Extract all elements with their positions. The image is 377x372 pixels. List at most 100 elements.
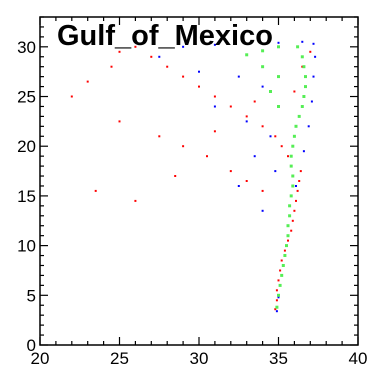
data-point-blue-10 — [301, 40, 304, 43]
data-point-red-37 — [261, 189, 264, 192]
x-tick-label: 40 — [349, 349, 368, 368]
data-point-blue-23 — [274, 170, 277, 173]
chart-title: Gulf_of_Mexico — [57, 20, 273, 52]
data-point-green-5 — [283, 254, 287, 257]
data-point-green-0 — [275, 305, 279, 309]
data-point-red-31 — [118, 120, 121, 123]
data-point-green-3 — [280, 273, 284, 277]
data-point-red-32 — [158, 135, 161, 138]
data-point-green-10 — [288, 204, 292, 208]
data-point-red-3 — [277, 279, 280, 282]
data-point-green-9 — [288, 214, 292, 218]
data-point-blue-22 — [253, 155, 256, 158]
data-point-blue-24 — [237, 185, 240, 187]
data-point-blue-3 — [295, 185, 297, 187]
data-point-green-26 — [296, 45, 300, 49]
data-point-blue-16 — [198, 70, 200, 73]
data-point-red-13 — [298, 180, 301, 182]
data-point-blue-0 — [275, 310, 278, 313]
data-point-red-19 — [245, 115, 248, 118]
data-point-red-6 — [283, 249, 286, 252]
data-point-green-12 — [291, 184, 295, 188]
data-point-red-4 — [279, 269, 282, 272]
data-point-green-23 — [304, 75, 307, 79]
data-point-green-6 — [285, 244, 288, 248]
data-point-blue-6 — [310, 100, 313, 103]
data-point-red-34 — [206, 155, 208, 158]
data-point-green-24 — [302, 65, 306, 69]
data-point-red-8 — [290, 229, 293, 232]
data-point-red-25 — [150, 55, 153, 58]
data-point-red-10 — [293, 209, 296, 212]
data-point-green-30 — [261, 65, 265, 69]
data-point-red-21 — [213, 95, 216, 98]
data-point-red-38 — [94, 189, 97, 192]
x-tick-label: 35 — [269, 349, 288, 368]
data-point-blue-5 — [307, 125, 310, 128]
data-point-red-22 — [198, 85, 200, 88]
data-point-red-28 — [110, 65, 113, 68]
data-point-green-13 — [291, 174, 295, 178]
data-point-red-24 — [166, 65, 169, 68]
data-point-red-7 — [287, 239, 289, 242]
data-point-red-12 — [296, 189, 299, 192]
data-point-red-29 — [86, 80, 89, 83]
data-point-blue-17 — [237, 75, 240, 78]
data-point-green-1 — [277, 293, 280, 297]
data-point-green-2 — [278, 283, 282, 287]
y-tick-label: 10 — [17, 237, 36, 256]
data-point-red-1 — [275, 299, 278, 302]
data-point-red-18 — [261, 125, 264, 128]
data-point-blue-25 — [261, 209, 264, 212]
data-point-blue-15 — [158, 55, 161, 58]
data-point-green-18 — [294, 124, 298, 128]
data-point-green-31 — [277, 75, 280, 79]
data-point-red-40 — [174, 175, 177, 177]
x-tick-label: 25 — [110, 349, 129, 368]
data-point-blue-20 — [245, 120, 248, 123]
data-point-green-14 — [289, 164, 293, 168]
y-tick-label: 0 — [27, 336, 36, 355]
y-tick-label: 20 — [17, 137, 36, 156]
axis-ticks: 20 25 30 35 40 0 5 10 15 20 25 30 — [17, 16, 368, 368]
data-point-blue-8 — [314, 55, 317, 58]
data-point-green-25 — [300, 55, 304, 59]
y-tick-label: 5 — [27, 286, 36, 305]
plot-points — [70, 40, 317, 313]
data-point-red-14 — [299, 170, 302, 173]
data-point-red-11 — [295, 199, 297, 202]
data-point-blue-21 — [269, 135, 272, 138]
data-point-red-16 — [280, 145, 283, 148]
data-point-red-30 — [70, 95, 73, 98]
data-point-red-15 — [287, 155, 289, 158]
data-point-blue-13 — [213, 43, 216, 46]
data-point-green-33 — [277, 105, 280, 108]
data-point-green-22 — [304, 85, 307, 89]
data-point-red-41 — [213, 130, 216, 133]
data-point-green-19 — [297, 114, 301, 118]
data-point-red-20 — [229, 105, 232, 108]
data-point-green-4 — [281, 264, 285, 267]
data-point-blue-7 — [312, 75, 315, 78]
data-point-red-36 — [245, 180, 248, 182]
data-point-green-15 — [289, 154, 293, 158]
plot-frame — [39, 16, 359, 346]
data-point-red-33 — [182, 145, 185, 148]
data-point-green-28 — [261, 49, 265, 53]
data-point-red-5 — [280, 259, 283, 262]
data-point-green-17 — [292, 134, 296, 138]
y-tick-label: 15 — [17, 187, 36, 206]
x-tick-label: 30 — [190, 349, 209, 368]
data-point-red-27 — [118, 50, 121, 53]
data-point-blue-9 — [312, 42, 315, 45]
data-point-red-26 — [134, 45, 137, 48]
y-tick-label: 30 — [17, 38, 36, 57]
data-point-red-45 — [309, 50, 312, 53]
data-point-red-9 — [291, 219, 294, 222]
data-point-red-42 — [253, 100, 256, 103]
data-point-green-27 — [277, 45, 280, 49]
data-point-blue-11 — [277, 41, 280, 44]
data-point-blue-14 — [182, 45, 185, 48]
data-point-green-29 — [245, 53, 249, 57]
data-point-blue-1 — [277, 296, 280, 299]
